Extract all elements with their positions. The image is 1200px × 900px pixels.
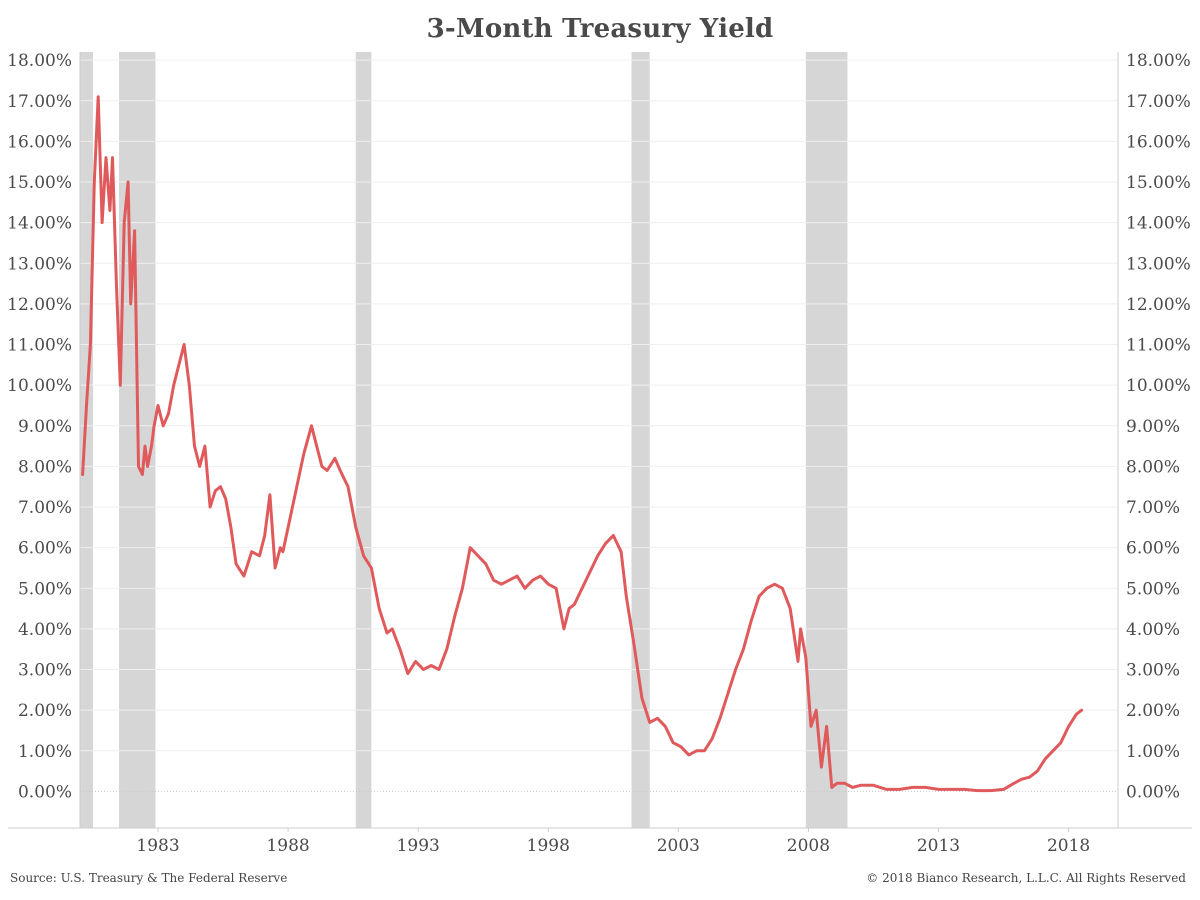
x-tick-label: 1993 <box>397 836 440 856</box>
recession-band-0 <box>80 52 94 828</box>
recession-shading-layer <box>80 52 848 828</box>
right-y-tick-label: 5.00% <box>1126 579 1180 599</box>
left-y-tick-label: 6.00% <box>18 539 72 559</box>
x-tick-label: 1988 <box>266 836 309 856</box>
left-y-tick-label: 8.00% <box>18 457 72 477</box>
right-y-tick-label: 7.00% <box>1126 498 1180 518</box>
x-tick-label: 2008 <box>787 836 830 856</box>
right-y-tick-label: 16.00% <box>1126 132 1191 152</box>
left-y-tick-label: 12.00% <box>7 295 72 315</box>
recession-band-2 <box>355 52 372 828</box>
source-note: Source: U.S. Treasury & The Federal Rese… <box>10 871 288 885</box>
left-y-tick-label: 3.00% <box>18 661 72 681</box>
left-y-tick-label: 17.00% <box>7 92 72 112</box>
left-y-tick-labels: 0.00% 1.00% 2.00% 3.00% 4.00% 5.00% 6.00% 7.00%… <box>7 51 72 802</box>
right-y-tick-label: 14.00% <box>1126 214 1191 234</box>
left-y-tick-label: 18.00% <box>7 51 72 71</box>
right-y-tick-label: 11.00% <box>1126 336 1191 356</box>
right-y-tick-label: 2.00% <box>1126 701 1180 721</box>
x-tick-label: 2013 <box>917 836 960 856</box>
right-y-tick-label: 10.00% <box>1126 376 1191 396</box>
left-y-tick-label: 1.00% <box>18 742 72 762</box>
series-layer <box>81 95 1084 793</box>
right-y-tick-label: 4.00% <box>1126 620 1180 640</box>
right-y-tick-label: 0.00% <box>1126 782 1180 802</box>
right-y-tick-label: 17.00% <box>1126 92 1191 112</box>
left-y-tick-label: 4.00% <box>18 620 72 640</box>
left-y-tick-label: 5.00% <box>18 579 72 599</box>
recession-band-4 <box>805 52 848 828</box>
x-tick-label: 1983 <box>136 836 179 856</box>
left-y-tick-label: 2.00% <box>18 701 72 721</box>
right-y-tick-label: 13.00% <box>1126 254 1191 274</box>
left-y-tick-label: 9.00% <box>18 417 72 437</box>
recession-band-3 <box>631 52 650 828</box>
copyright-note: © 2018 Bianco Research, L.L.C. All Right… <box>866 871 1186 885</box>
x-tick-label: 2018 <box>1047 836 1090 856</box>
x-tick-label: 1998 <box>527 836 570 856</box>
right-y-tick-label: 6.00% <box>1126 539 1180 559</box>
left-y-tick-label: 14.00% <box>7 214 72 234</box>
left-y-tick-label: 13.00% <box>7 254 72 274</box>
right-y-tick-label: 12.00% <box>1126 295 1191 315</box>
left-y-tick-label: 0.00% <box>18 782 72 802</box>
right-y-tick-label: 9.00% <box>1126 417 1180 437</box>
left-y-tick-label: 15.00% <box>7 173 72 193</box>
gridlines-layer <box>80 59 1118 792</box>
x-tick-labels: 1983 1988 1993 1998 2003 2008 2013 2018 <box>136 828 1090 856</box>
right-y-tick-label: 3.00% <box>1126 661 1180 681</box>
right-y-tick-label: 8.00% <box>1126 457 1180 477</box>
right-y-tick-labels: 0.00% 1.00% 2.00% 3.00% 4.00% 5.00% 6.00% 7.00%… <box>1126 51 1191 802</box>
right-y-tick-label: 15.00% <box>1126 173 1191 193</box>
left-y-tick-label: 10.00% <box>7 376 72 396</box>
series-line-0 <box>81 95 1084 793</box>
right-y-tick-label: 18.00% <box>1126 51 1191 71</box>
left-y-tick-label: 11.00% <box>7 336 72 356</box>
chart-title: 3-Month Treasury Yield <box>426 14 774 44</box>
left-y-tick-label: 7.00% <box>18 498 72 518</box>
x-tick-label: 2003 <box>657 836 700 856</box>
left-y-tick-label: 16.00% <box>7 132 72 152</box>
right-y-tick-label: 1.00% <box>1126 742 1180 762</box>
